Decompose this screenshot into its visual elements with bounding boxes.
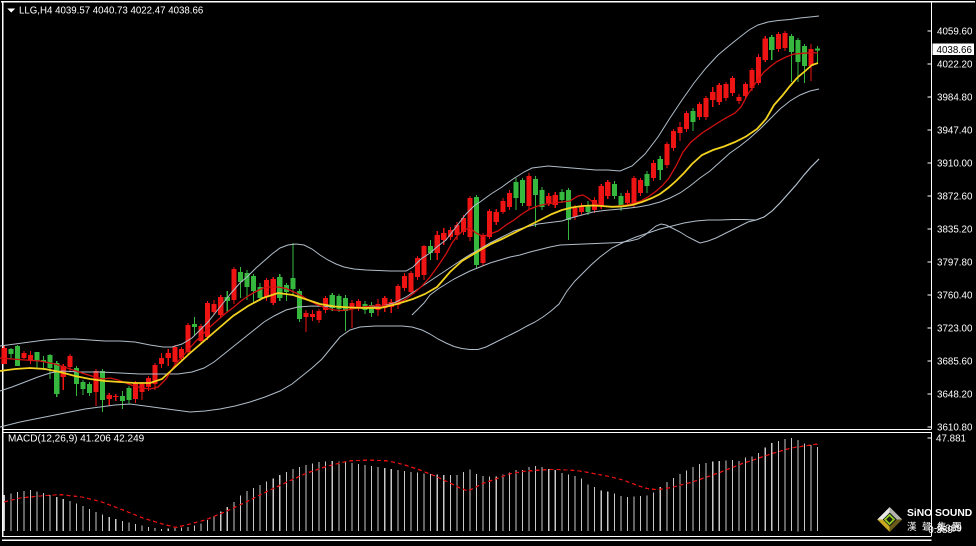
svg-text:漢聲集團: 漢聲集團 [907, 521, 967, 533]
svg-text:3610.80: 3610.80 [937, 423, 973, 434]
svg-text:47.881: 47.881 [936, 434, 966, 445]
svg-text:3797.80: 3797.80 [937, 258, 973, 269]
svg-text:4022.20: 4022.20 [937, 60, 973, 71]
svg-text:-0.389: -0.389 [934, 524, 962, 535]
svg-text:3648.20: 3648.20 [937, 390, 973, 401]
svg-text:3835.20: 3835.20 [937, 225, 973, 236]
svg-text:4059.60: 4059.60 [937, 27, 973, 38]
svg-text:MACD(12,26,9) 41.206 42.249: MACD(12,26,9) 41.206 42.249 [8, 434, 145, 445]
svg-text:LLG,H4 4039.57 4040.73 4022.4: LLG,H4 4039.57 4040.73 4022.47 4038.66 [19, 6, 203, 17]
svg-text:3984.80: 3984.80 [937, 93, 973, 104]
svg-text:3872.60: 3872.60 [937, 192, 973, 203]
svg-text:3685.60: 3685.60 [937, 357, 973, 368]
svg-text:3947.40: 3947.40 [937, 126, 973, 137]
svg-text:3910.00: 3910.00 [937, 159, 973, 170]
svg-text:3723.00: 3723.00 [937, 324, 973, 335]
svg-text:4038.66: 4038.66 [937, 45, 973, 56]
svg-text:SiNO SOUND: SiNO SOUND [907, 508, 972, 519]
svg-text:3760.40: 3760.40 [937, 291, 973, 302]
svg-text:-0.389: -0.389 [925, 525, 953, 536]
